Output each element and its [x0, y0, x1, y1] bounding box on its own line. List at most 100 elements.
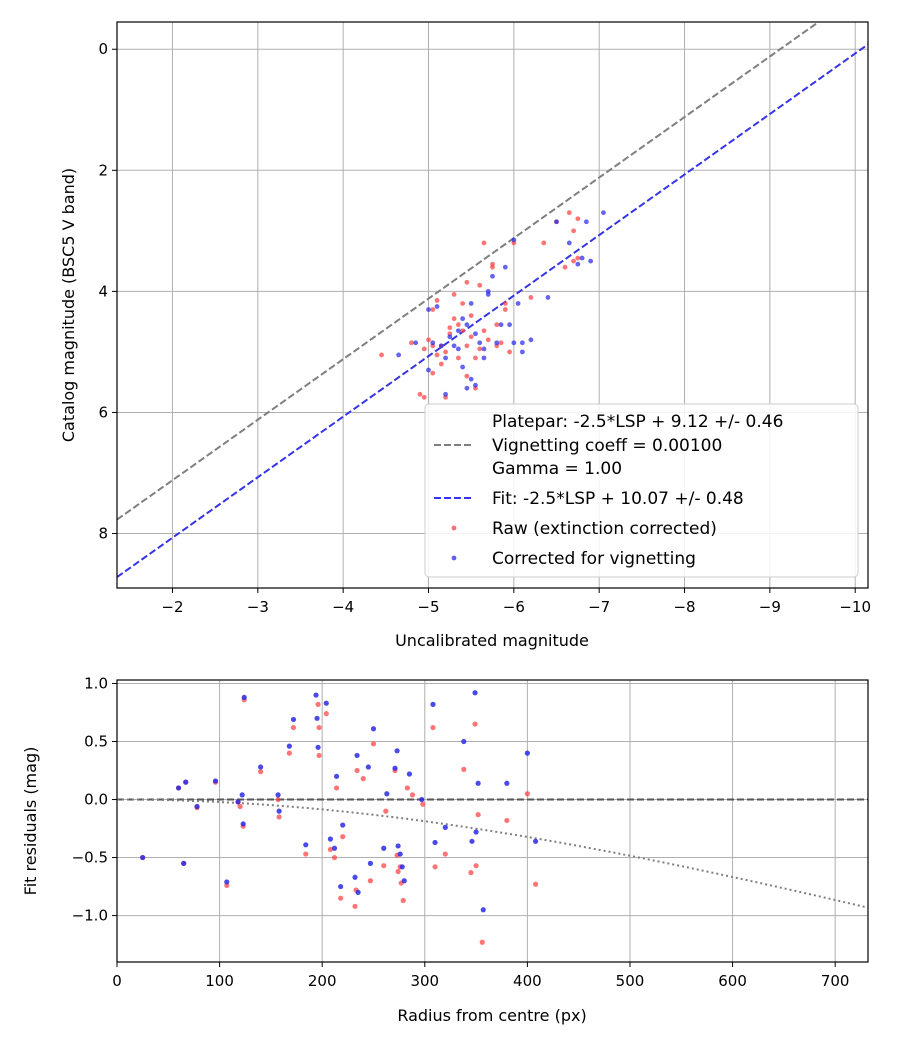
x-tick-label: 100 — [205, 972, 234, 990]
y-tick-label: 6 — [98, 403, 108, 421]
corrected-point — [477, 340, 483, 346]
x-tick-label: 300 — [410, 972, 439, 990]
x-tick-label: −9 — [759, 598, 781, 616]
corrected-point — [473, 382, 478, 388]
magnitude-plot: −2 −3 −4 −5 −6 −7 −8 −9 −10 0 2 4 6 8 Uncalibrated m… — [59, 21, 871, 650]
x-tick-label: −7 — [588, 598, 610, 616]
raw-point — [468, 334, 474, 340]
corrected-residual-point — [432, 839, 438, 846]
raw-residual-point — [237, 803, 243, 810]
y-tick-label: 8 — [98, 525, 108, 543]
corrected-residual-point — [354, 752, 360, 759]
corrected-residual-point — [355, 889, 361, 895]
y-tick-label: 0.0 — [84, 791, 108, 809]
corrected-residual-point — [290, 716, 297, 723]
corrected-point — [575, 261, 581, 267]
residuals-x-axis-label: Radius from centre (px) — [397, 1006, 586, 1025]
corrected-point — [455, 328, 461, 334]
raw-point — [566, 210, 572, 216]
raw-point — [451, 316, 457, 322]
corrected-point — [447, 334, 453, 340]
corrected-residual-point — [333, 773, 340, 779]
corrected-point — [481, 355, 487, 361]
fit-lines — [117, 22, 868, 578]
raw-residual-point — [409, 792, 416, 798]
corrected-point — [426, 307, 431, 312]
raw-point — [438, 361, 444, 367]
raw-point — [575, 216, 581, 222]
corrected-residual-point — [397, 851, 403, 857]
raw-residual-point — [420, 801, 426, 807]
raw-residual-point — [258, 769, 264, 775]
raw-residual-point — [331, 854, 338, 861]
corrected-residual-point — [394, 748, 400, 754]
raw-point — [507, 349, 512, 355]
corrected-residual-point — [313, 692, 319, 698]
corrected-residual-point — [338, 883, 344, 890]
raw-point — [571, 258, 576, 264]
raw-residual-point — [479, 939, 485, 945]
x-tick-label: −2 — [161, 598, 183, 616]
corrected-point — [583, 219, 589, 225]
y-tick-label: 0.5 — [84, 733, 108, 751]
raw-residual-point — [338, 895, 344, 901]
corrected-residual-point — [323, 700, 329, 706]
raw-residual-point — [468, 870, 474, 876]
raw-residual-point — [316, 724, 322, 731]
raw-point — [468, 313, 474, 318]
raw-point — [434, 298, 440, 303]
x-tick-label: −4 — [332, 598, 354, 616]
raw-point — [477, 282, 483, 288]
corrected-residual-point — [194, 803, 200, 810]
corrected-point — [511, 237, 517, 243]
raw-residual-point — [316, 752, 322, 759]
corrected-point — [554, 219, 559, 225]
magnitude-y-axis-label: Catalog magnitude (BSC5 V band) — [59, 168, 78, 442]
corrected-point — [545, 295, 551, 300]
raw-point — [417, 391, 423, 397]
raw-residual-point — [360, 776, 366, 782]
magnitude-plot-frame — [116, 21, 869, 589]
corrected-point — [455, 346, 461, 352]
corrected-residual-point — [532, 838, 539, 844]
corrected-point — [426, 367, 431, 373]
corrected-residual-point — [419, 796, 425, 803]
raw-residual-point — [276, 814, 282, 820]
corrected-residual-point — [430, 701, 436, 707]
corrected-residual-point — [276, 808, 282, 814]
corrected-point — [396, 352, 402, 358]
corrected-residual-point — [480, 907, 486, 913]
corrected-residual-point — [224, 879, 230, 885]
corrected-point — [485, 292, 491, 297]
corrected-point — [430, 340, 436, 346]
corrected-point — [438, 343, 444, 349]
platepar-line — [117, 22, 821, 521]
raw-point — [502, 307, 508, 312]
raw-residual-point — [461, 766, 467, 772]
raw-point — [464, 343, 470, 349]
corrected-point — [468, 376, 474, 382]
corrected-residual-point — [314, 715, 320, 721]
corrected-point — [502, 264, 508, 270]
corrected-point — [511, 340, 517, 346]
corrected-residual-point — [175, 785, 182, 791]
corrected-residual-point — [241, 694, 247, 701]
corrected-residual-point — [367, 860, 374, 866]
residuals-x-ticks: 0 100 200 300 400 500 600 700 — [112, 962, 849, 990]
corrected-point — [579, 255, 585, 261]
raw-residual-point — [472, 721, 478, 727]
corrected-residual-point — [331, 845, 338, 851]
x-tick-label: −5 — [417, 598, 439, 616]
y-tick-label: 4 — [98, 282, 108, 300]
raw-point — [528, 295, 534, 300]
raw-point — [409, 340, 414, 346]
corrected-residual-point — [340, 822, 346, 828]
corrected-residual-point — [406, 771, 412, 777]
corrected-residual-point — [183, 779, 189, 785]
raw-point — [460, 328, 466, 334]
y-tick-label: 1.0 — [84, 674, 108, 692]
corrected-point — [464, 322, 470, 328]
fit-line — [117, 43, 868, 578]
corrected-point — [566, 240, 572, 246]
